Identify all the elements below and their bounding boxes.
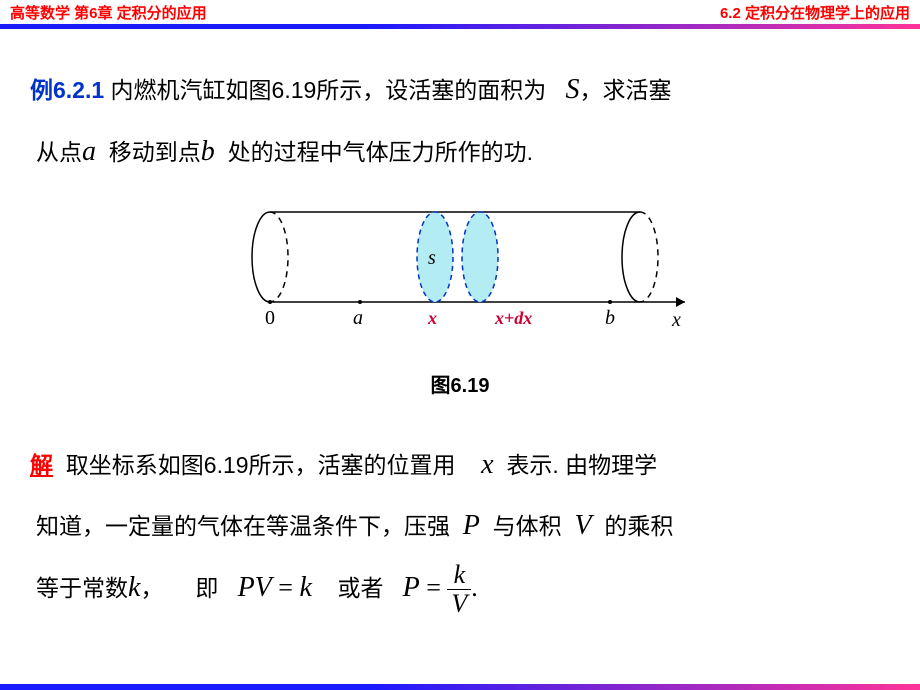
diagram-block: s 0 a x x+dx b x 图6.19 [30,192,890,408]
header-right: 6.2 定积分在物理学上的应用 [720,2,910,23]
frac-den: V [447,590,471,619]
var-P: P [463,510,480,541]
sol-text-3a: 等于常数 [36,575,128,601]
solution-line-1: 解 取坐标系如图6.19所示，活塞的位置用 x 表示. 由物理学 [30,434,890,496]
header-left: 高等数学 第6章 定积分的应用 [10,2,207,23]
sol-text-2a: 知道，一定量的气体在等温条件下，压强 [36,513,450,539]
sol-text-3b: ， [140,575,163,601]
label-axis-x: x [671,309,681,331]
sol-text-1b: 表示. 由物理学 [506,452,657,478]
label-x: x [427,308,437,328]
eq1-rhs: k [299,572,311,603]
label-xdx: x+dx [494,308,532,328]
solution-line-2: 知道，一定量的气体在等温条件下，压强 P 与体积 V 的乘积 [30,495,890,557]
var-x: x [481,449,493,480]
var-a: a [82,136,96,167]
sol-text-2c: 的乘积 [604,513,673,539]
problem-text-2a: 从点 [36,139,82,165]
solution-block: 解 取坐标系如图6.19所示，活塞的位置用 x 表示. 由物理学 知道，一定量的… [30,434,890,619]
sol-text-3d: 或者 [337,575,383,601]
problem-line-1: 例6.2.1 内燃机汽缸如图6.19所示，设活塞的面积为 S，求活塞 [30,59,890,121]
problem-text-1a: 内燃机汽缸如图6.19所示，设活塞的面积为 [111,77,547,103]
problem-text-2c: 处的过程中气体压力所作的功. [228,139,533,165]
diagram-caption: 图6.19 [30,364,890,408]
var-k: k [128,572,140,603]
solution-label: 解 [30,452,53,478]
frac-num: k [447,561,471,591]
eq1-lhs: PV [238,572,272,603]
footer-gradient-bar [0,684,920,690]
cylinder-diagram: s 0 a x x+dx b x [210,192,710,342]
slide-content: 例6.2.1 内燃机汽缸如图6.19所示，设活塞的面积为 S，求活塞 从点a 移… [0,29,920,629]
eq2-frac: kV [447,561,471,619]
eq2-lhs: P [403,572,420,603]
sol-text-1a: 取坐标系如图6.19所示，活塞的位置用 [66,452,456,478]
example-label: 例6.2.1 [30,77,104,103]
problem-block: 例6.2.1 内燃机汽缸如图6.19所示，设活塞的面积为 S，求活塞 从点a 移… [30,59,890,182]
eq1-eq: = [272,573,300,602]
label-s: s [428,247,436,269]
var-b: b [201,136,215,167]
label-a: a [353,307,363,329]
sol-text-2b: 与体积 [493,513,562,539]
solution-line-3: 等于常数k， 即 PV = k 或者 P = kV. [30,557,890,619]
var-S: S [565,74,579,105]
label-b: b [605,307,615,329]
period: . [471,573,478,602]
sol-text-3c: 即 [195,575,218,601]
slide-header: 高等数学 第6章 定积分的应用 6.2 定积分在物理学上的应用 [0,0,920,24]
label-zero: 0 [265,307,275,329]
problem-text-2b: 移动到点 [109,139,201,165]
problem-text-1b: ，求活塞 [579,77,671,103]
var-V: V [574,510,591,541]
eq2-eq: = [420,573,448,602]
problem-line-2: 从点a 移动到点b 处的过程中气体压力所作的功. [30,121,890,183]
